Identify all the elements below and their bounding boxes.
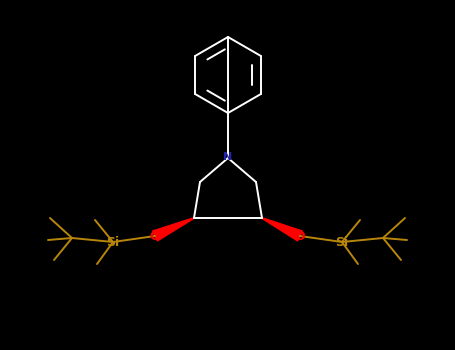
Text: Si: Si xyxy=(106,236,120,248)
Polygon shape xyxy=(153,218,194,241)
Text: O: O xyxy=(150,230,160,243)
Text: N: N xyxy=(223,152,233,162)
Text: O: O xyxy=(295,230,305,243)
Polygon shape xyxy=(262,218,303,241)
Text: Si: Si xyxy=(335,236,349,248)
